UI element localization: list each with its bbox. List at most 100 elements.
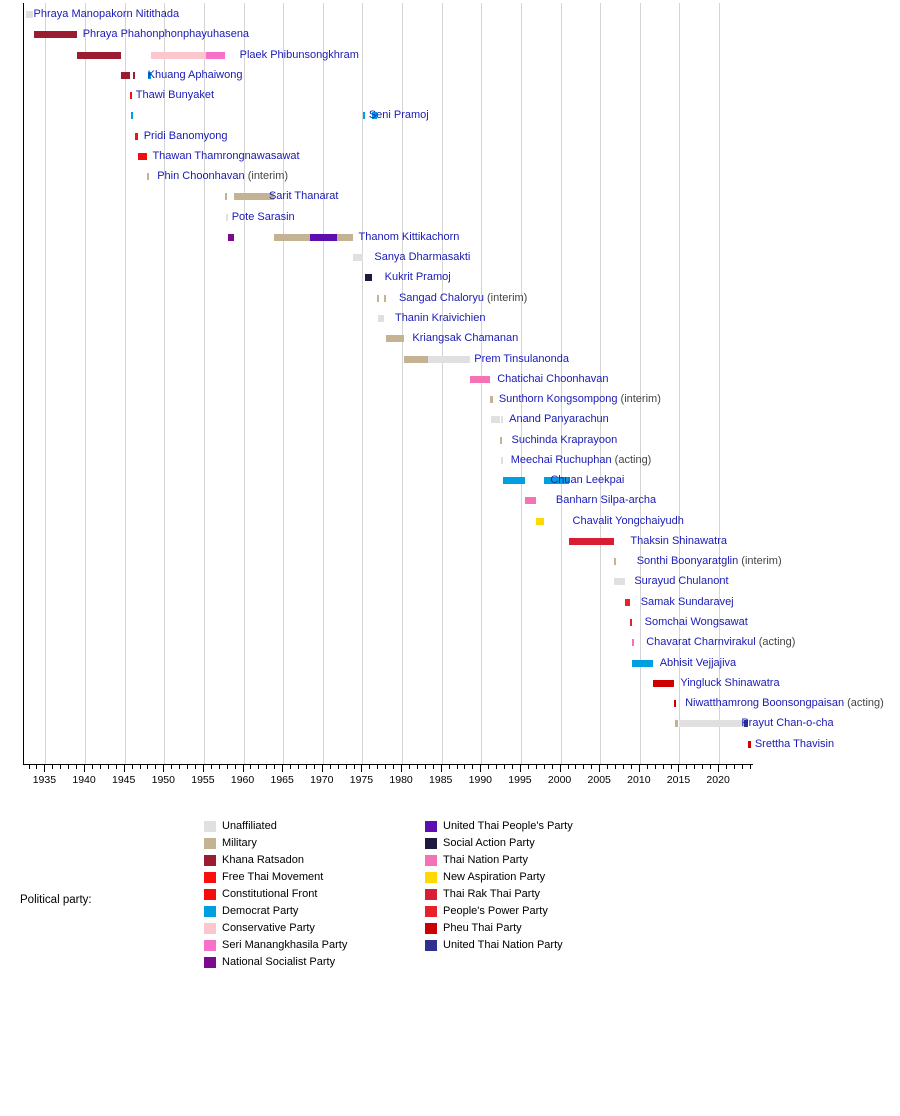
timeline-bar[interactable] — [490, 396, 493, 404]
timeline-bar[interactable] — [491, 416, 500, 424]
timeline-bar[interactable] — [130, 112, 134, 120]
timeline-bar[interactable] — [33, 31, 77, 39]
timeline-bar[interactable] — [135, 132, 138, 140]
timeline-row[interactable]: Pote Sarasin — [24, 208, 753, 228]
x-tick-minor — [305, 765, 307, 769]
timeline-bar[interactable] — [225, 213, 228, 221]
timeline-row[interactable]: Meechai Ruchuphan (acting) — [24, 451, 753, 471]
timeline-row-label: Sangad Chaloryu (interim) — [399, 291, 527, 305]
timeline-bar[interactable] — [25, 11, 34, 18]
timeline-row[interactable]: Pridi Banomyong — [24, 127, 753, 147]
timeline-bar[interactable] — [629, 618, 632, 626]
timeline-bar[interactable] — [543, 477, 570, 485]
timeline-bar[interactable] — [747, 740, 751, 748]
timeline-bar[interactable] — [384, 294, 387, 302]
x-tick-minor — [226, 765, 228, 769]
timeline-bar[interactable] — [403, 355, 429, 363]
timeline-row[interactable]: Suchinda Kraprayoon — [24, 431, 753, 451]
timeline-bar[interactable] — [150, 51, 206, 59]
timeline-bar[interactable] — [363, 112, 366, 120]
timeline-row[interactable]: Thanom Kittikachorn — [24, 228, 753, 248]
timeline-row[interactable]: Sunthorn Kongsompong (interim) — [24, 390, 753, 410]
timeline-bar[interactable] — [632, 659, 653, 667]
timeline-row[interactable]: Sangad Chaloryu (interim) — [24, 289, 753, 309]
timeline-bar[interactable] — [310, 233, 338, 241]
timeline-bar[interactable] — [524, 497, 536, 505]
timeline-bar[interactable] — [224, 193, 227, 201]
timeline-row[interactable]: Chavarat Charnvirakul (acting) — [24, 633, 795, 653]
timeline-row[interactable]: Prem Tinsulanonda — [24, 350, 753, 370]
timeline-row[interactable]: Thaksin Shinawatra — [24, 532, 753, 552]
timeline-row[interactable]: Seni Pramoj — [24, 106, 753, 126]
timeline-row[interactable]: Thanin Kraivichien — [24, 309, 753, 329]
timeline-bar[interactable] — [377, 314, 385, 322]
timeline-bar[interactable] — [273, 233, 311, 241]
timeline-row[interactable]: Chuan Leekpai — [24, 471, 753, 491]
timeline-bar[interactable] — [500, 456, 503, 464]
timeline-row[interactable]: Sarit Thanarat — [24, 187, 753, 207]
timeline-bar[interactable] — [121, 71, 130, 79]
timeline-bar[interactable] — [503, 477, 525, 485]
timeline-row[interactable]: Samak Sundaravej — [24, 593, 753, 613]
legend-label: United Thai People's Party — [443, 820, 573, 832]
gridline — [45, 3, 47, 764]
timeline-bar[interactable] — [613, 558, 616, 566]
x-tick-minor — [171, 765, 173, 769]
x-tick-minor — [369, 765, 371, 769]
timeline-row[interactable]: Phraya Manopakorn Nitithada — [24, 5, 753, 25]
timeline-bar[interactable] — [352, 254, 364, 262]
timeline-bar[interactable] — [428, 355, 471, 363]
timeline-bar[interactable] — [499, 436, 502, 444]
timeline-bar[interactable] — [147, 173, 150, 181]
timeline-row[interactable]: Banharn Silpa-archa — [24, 491, 753, 511]
timeline-bar[interactable] — [205, 51, 225, 59]
timeline-bar[interactable] — [376, 294, 379, 302]
timeline-bar[interactable] — [631, 639, 634, 647]
timeline-row[interactable]: Sanya Dharmasakti — [24, 248, 753, 268]
timeline-row[interactable]: Srettha Thavisin — [24, 735, 834, 755]
timeline-bar[interactable] — [501, 416, 504, 424]
timeline-bar[interactable] — [624, 598, 630, 606]
timeline-row[interactable]: Plaek Phibunsongkhram — [24, 46, 753, 66]
timeline-bar[interactable] — [227, 233, 235, 241]
timeline-bar[interactable] — [385, 335, 404, 343]
timeline-row[interactable]: Abhisit Vejjajiva — [24, 654, 753, 674]
timeline-row[interactable]: Chavalit Yongchaiyudh — [24, 512, 753, 532]
timeline-bar[interactable] — [365, 274, 373, 282]
timeline-bar[interactable] — [679, 720, 745, 728]
timeline-row[interactable]: Phin Choonhavan (interim) — [24, 167, 753, 187]
timeline-row[interactable]: Chatichai Choonhavan — [24, 370, 753, 390]
timeline-row[interactable]: Khuang Aphaiwong — [24, 66, 753, 86]
timeline-row[interactable]: Thawan Thamrongnawasawat — [24, 147, 753, 167]
timeline-row[interactable]: Phraya Phahonphonphayuhasena — [24, 25, 753, 45]
timeline-row[interactable]: Yingluck Shinawatra — [24, 674, 780, 694]
timeline-bar[interactable] — [129, 92, 132, 100]
timeline-bar[interactable] — [673, 700, 677, 708]
timeline-row[interactable]: Prayut Chan-o-cha — [24, 714, 834, 734]
timeline-bar[interactable] — [234, 193, 274, 201]
timeline-row[interactable]: Anand Panyarachun — [24, 410, 753, 430]
timeline-row[interactable]: Kukrit Pramoj — [24, 268, 753, 288]
timeline-bar[interactable] — [76, 51, 122, 59]
legend-label: Thai Nation Party — [443, 854, 528, 866]
x-tick-minor — [345, 765, 347, 769]
timeline-bar[interactable] — [614, 578, 625, 586]
timeline-bar[interactable] — [470, 375, 491, 383]
pm-qualifier: (interim) — [483, 291, 528, 304]
timeline-bar[interactable] — [337, 233, 353, 241]
timeline-bar[interactable] — [569, 537, 614, 545]
timeline-row[interactable]: Niwatthamrong Boonsongpaisan (acting) — [24, 694, 884, 714]
timeline-bar[interactable] — [675, 720, 678, 728]
timeline-row[interactable]: Kriangsak Chamanan — [24, 329, 753, 349]
timeline-row[interactable]: Thawi Bunyaket — [24, 86, 753, 106]
timeline-bar[interactable] — [372, 112, 377, 120]
timeline-bar[interactable] — [147, 71, 151, 79]
timeline-bar[interactable] — [137, 152, 148, 160]
timeline-bar[interactable] — [744, 720, 748, 728]
timeline-row[interactable]: Somchai Wongsawat — [24, 613, 753, 633]
timeline-row[interactable]: Sonthi Boonyaratglin (interim) — [24, 552, 782, 572]
timeline-bar[interactable] — [132, 71, 136, 79]
timeline-bar[interactable] — [652, 679, 674, 687]
timeline-row[interactable]: Surayud Chulanont — [24, 572, 753, 592]
timeline-bar[interactable] — [535, 517, 544, 525]
